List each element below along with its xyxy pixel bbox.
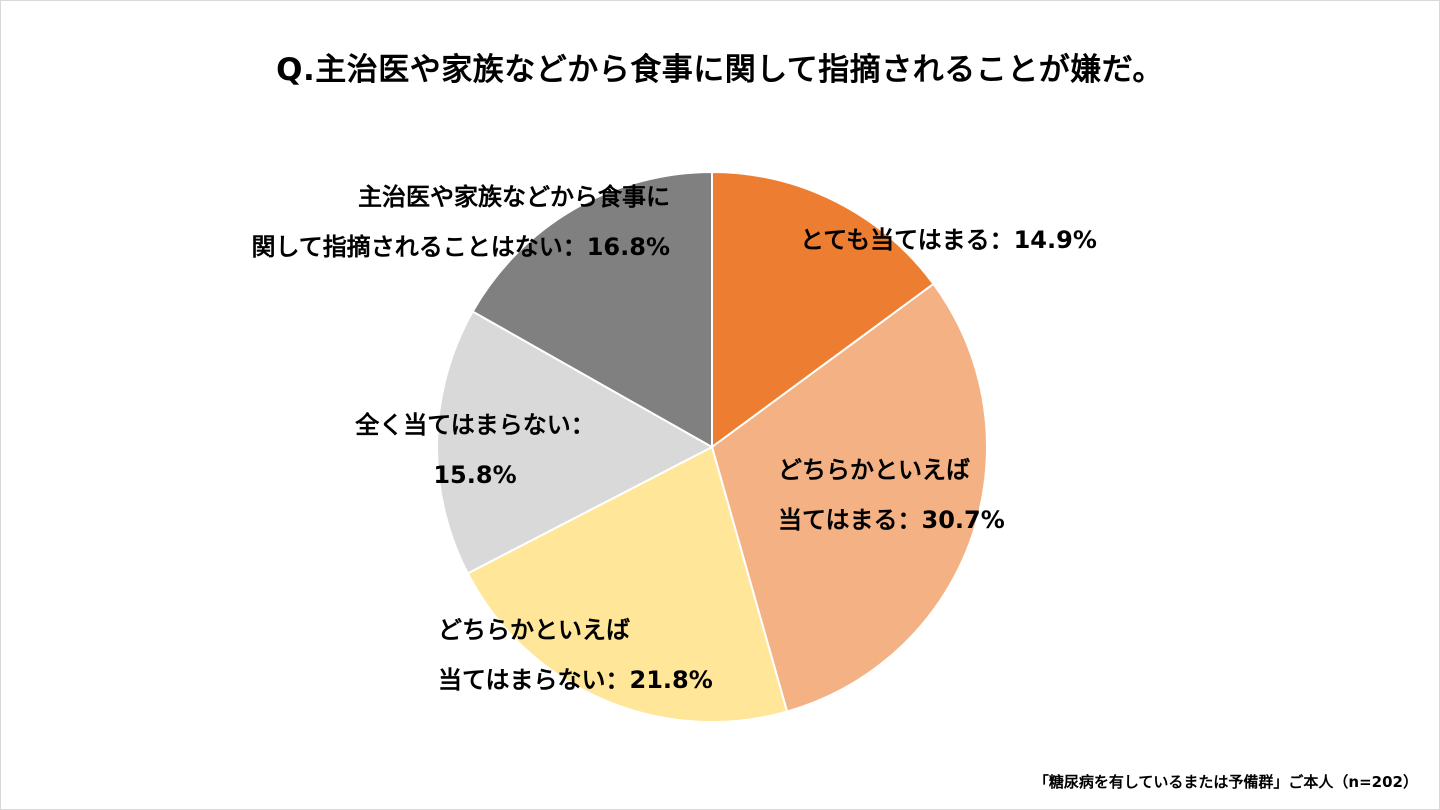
slice-somewhat-true	[710, 282, 988, 713]
slice-label-line: 関して指摘されることはない：16.8%	[251, 233, 670, 261]
slice-label-line: 当てはまらない：21.8%	[438, 666, 713, 694]
slice-label-line: とても当てはまる：14.9%	[800, 226, 1097, 254]
slice-label-somewhat-untrue: どちらかといえば 当てはまらない：21.8%	[438, 605, 713, 705]
slice-label-never-pointed-out: 主治医や家族などから食事に 関して指摘されることはない：16.8%	[140, 172, 670, 272]
slice-label-line: 全く当てはまらない：	[355, 411, 595, 439]
slice-label-line: どちらかといえば	[778, 456, 970, 484]
slice-somewhat-untrue	[466, 445, 789, 723]
chart-title: Q.主治医や家族などから食事に関して指摘されることが嫌だ。	[276, 52, 1164, 88]
slice-not-true-at-all	[436, 310, 715, 575]
slice-label-line: 15.8%	[433, 461, 517, 489]
sample-footnote: 「糖尿病を有しているまたは予備群」ご本人（n=202）	[1033, 773, 1418, 791]
slice-label-line: 当てはまる：30.7%	[778, 506, 1005, 534]
slice-label-line: 主治医や家族などから食事に	[358, 183, 670, 211]
slice-label-line: どちらかといえば	[438, 616, 630, 644]
slice-label-very-true: とても当てはまる：14.9%	[800, 215, 1097, 265]
slice-never-pointed-out	[471, 170, 713, 449]
slice-very-true	[711, 170, 935, 449]
slice-label-somewhat-true: どちらかといえば 当てはまる：30.7%	[778, 445, 1005, 545]
slice-label-not-true-at-all: 全く当てはまらない： 15.8%	[300, 400, 650, 500]
